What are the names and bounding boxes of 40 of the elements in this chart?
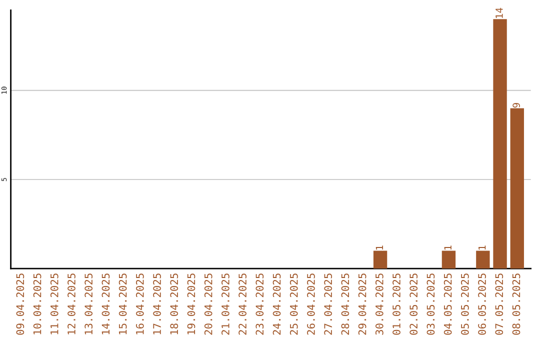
x-tick-label: 29.04.2025 xyxy=(358,274,366,335)
bar xyxy=(442,250,456,269)
x-tick-label: 21.04.2025 xyxy=(222,274,230,335)
x-tick-label: 16.04.2025 xyxy=(136,274,144,334)
x-tick-label: 26.04.2025 xyxy=(307,274,315,335)
data-label: 14 xyxy=(496,8,503,18)
x-tick-label: 25.04.2025 xyxy=(290,274,298,335)
bar xyxy=(476,250,490,269)
x-tick-label: 14.04.2025 xyxy=(102,274,110,334)
x-tick-label: 22.04.2025 xyxy=(238,274,246,335)
x-tick-label: 30.04.2025 xyxy=(375,274,384,335)
x-tick-label: 11.04.2025 xyxy=(50,274,58,334)
x-tick-label: 03.05.2025 xyxy=(426,274,435,335)
x-tick-label: 18.04.2025 xyxy=(170,274,178,334)
x-tick-label: 06.05.2025 xyxy=(478,274,486,335)
x-tick-label: 28.04.2025 xyxy=(341,274,350,335)
bar xyxy=(373,250,388,269)
data-label: 1 xyxy=(444,246,452,250)
x-tick-label: 12.04.2025 xyxy=(68,274,76,334)
x-tick-label: 08.05.2025 xyxy=(512,274,520,335)
x-tick-label: 27.04.2025 xyxy=(324,274,332,335)
x-tick-label: 17.04.2025 xyxy=(153,274,161,334)
data-label: 9 xyxy=(512,103,520,108)
x-tick-label: 05.05.2025 xyxy=(460,274,469,335)
x-tick-label: 24.04.2025 xyxy=(272,274,281,335)
x-tick-label: 09.04.2025 xyxy=(16,274,24,335)
x-tick-label: 01.05.2025 xyxy=(392,274,400,335)
x-tick-label: 13.04.2025 xyxy=(84,274,93,334)
x-tick-label: 10.04.2025 xyxy=(33,274,42,334)
x-tick-label: 19.04.2025 xyxy=(187,274,196,334)
bar xyxy=(493,19,507,269)
data-label: 1 xyxy=(478,246,486,250)
data-label: 1 xyxy=(376,246,383,250)
x-tick-label: 15.04.2025 xyxy=(118,274,127,334)
x-tick-label: 04.05.2025 xyxy=(444,274,452,335)
x-tick-label: 02.05.2025 xyxy=(410,274,418,335)
bar xyxy=(510,108,524,269)
x-tick-label: 23.04.2025 xyxy=(256,274,264,335)
x-tick-label: 07.05.2025 xyxy=(495,274,504,335)
x-tick-label: 20.04.2025 xyxy=(204,274,212,335)
